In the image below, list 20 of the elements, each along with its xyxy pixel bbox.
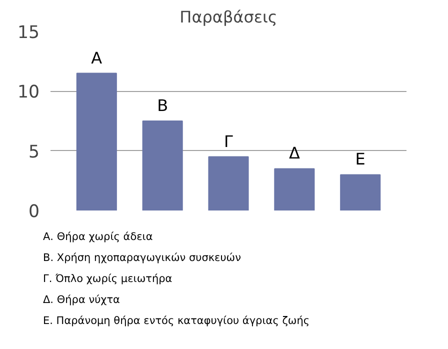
text: Δ. Θήρα νύχτα xyxy=(43,293,121,308)
bar xyxy=(340,174,381,210)
y-tick-label: 0 xyxy=(28,202,40,222)
bar xyxy=(142,120,183,210)
y-tick-label: 5 xyxy=(28,142,40,162)
y-tick-label: 15 xyxy=(17,23,40,43)
bar xyxy=(274,168,315,210)
chart-title: Παραβάσεις xyxy=(180,8,278,26)
text: Ε. Παράνομη θήρα εντός καταφυγίου άγριας ζωής xyxy=(43,314,310,329)
bar xyxy=(208,156,249,210)
text: Α. Θήρα χωρίς άδεια xyxy=(43,230,154,245)
text: Γ. Όπλο χωρίς μειωτήρα xyxy=(43,272,174,287)
x-tick-label: Γ xyxy=(224,132,234,151)
x-tick-label: Α xyxy=(91,48,102,68)
y-tick-label: 10 xyxy=(17,82,40,103)
text: Β. Χρήση ηχοπαραγωγικών συσκευών xyxy=(43,251,242,266)
x-tick-label: Ε xyxy=(355,150,366,169)
x-tick-label: Β xyxy=(157,96,168,115)
bar xyxy=(76,72,117,210)
x-tick-label: Δ xyxy=(288,144,300,163)
